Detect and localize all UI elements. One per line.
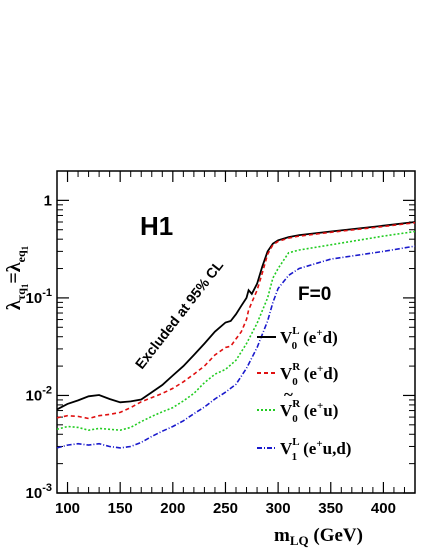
- y-tick-label: 10-1: [26, 287, 52, 307]
- series-lines: [56, 221, 416, 449]
- legend-entry-3: VR 0 (e+u): [280, 398, 338, 425]
- y-tick-label: 10-3: [26, 482, 52, 502]
- y-axis-title-lambda1: λ: [3, 300, 25, 310]
- legend: VL 0 (e+d) VR 0 (e+d)~VR 0 (e+u) VL 1 (e+u,d): [257, 325, 351, 463]
- series-line-4: [56, 245, 416, 449]
- axis-ticks: [56, 170, 416, 494]
- x-tick-label: 400: [371, 500, 396, 517]
- legend-entry-4: VL 1 (e+u,d): [280, 436, 351, 463]
- x-axis-title: mLQ (GeV): [274, 525, 363, 548]
- experiment-label: H1: [140, 211, 173, 241]
- legend-tilde: ~: [284, 385, 293, 404]
- exclusion-annotation: Excluded at 95% CL: [132, 257, 227, 372]
- y-axis-title-sub2: eq: [14, 250, 28, 262]
- x-tick-label: 100: [55, 500, 80, 517]
- x-tick-label: 250: [213, 500, 238, 517]
- y-tick-label: 1: [44, 192, 52, 209]
- legend-entry-2: VR 0 (e+d): [280, 361, 338, 388]
- svg-text:mLQ (GeV): mLQ (GeV): [274, 525, 363, 548]
- series-line-3: [56, 230, 416, 432]
- y-tick-label: 10-2: [26, 384, 52, 404]
- y-axis-title-sub2b: 1: [20, 245, 30, 250]
- series-line-2: [56, 221, 416, 420]
- y-axis-title-eq: =: [3, 272, 25, 283]
- condition-label: F=0: [298, 284, 331, 305]
- svg-text:λτq1=λeq1: λτq1=λeq1: [3, 245, 30, 310]
- y-axis-title-sub1: τq: [14, 288, 28, 301]
- plot-frame: [56, 170, 416, 494]
- x-axis-title-sub: LQ: [290, 533, 309, 548]
- x-tick-label: 200: [160, 500, 185, 517]
- y-axis-title-sub1b: 1: [20, 283, 30, 288]
- x-axis-title-main: m: [274, 525, 290, 546]
- y-axis-title: λτq1=λeq1: [3, 245, 30, 310]
- x-tick-label: 300: [266, 500, 291, 517]
- tick-labels: 100 150 200 250 300 350 400 10-3 10-2 10-1 1: [26, 192, 396, 517]
- series-line-1: [56, 221, 416, 411]
- y-axis-title-lambda2: λ: [3, 262, 25, 272]
- legend-entry-1: VL 0 (e+d): [280, 325, 338, 352]
- x-tick-label: 150: [108, 500, 133, 517]
- x-tick-label: 350: [318, 500, 343, 517]
- x-axis-title-unit: (GeV): [309, 525, 363, 546]
